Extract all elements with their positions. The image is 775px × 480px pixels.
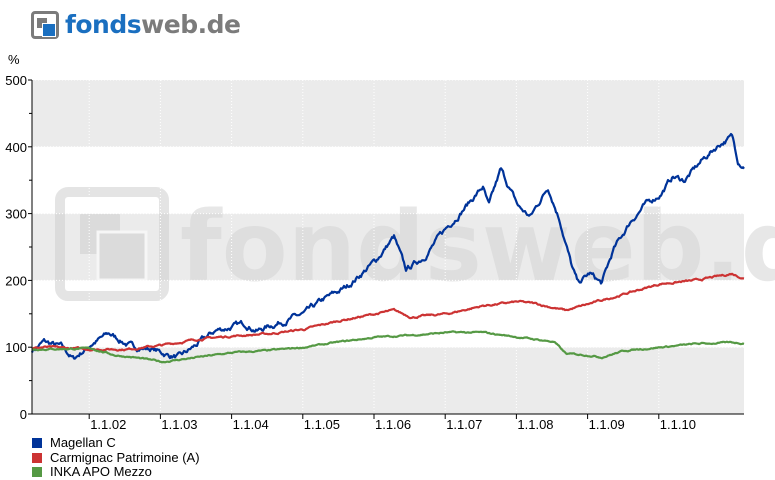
series-line-carmignac-patrimoine-a-: [31, 272, 745, 352]
logo-text-web: web.de: [141, 10, 241, 39]
legend-label: INKA APO Mezzo: [50, 464, 152, 479]
legend-item: INKA APO Mezzo: [32, 464, 200, 480]
x-tick-label: 1.1.09: [589, 417, 625, 432]
watermark-logo: fondsweb.de: [55, 187, 775, 303]
x-tick-label: 1.1.08: [517, 417, 553, 432]
legend-item: Magellan C: [32, 435, 200, 451]
x-tick-label: 1.1.07: [446, 417, 482, 432]
legend: Magellan C Carmignac Patrimoine (A) INKA A…: [32, 435, 200, 480]
y-tick-label: 100: [5, 340, 27, 355]
legend-swatch: [32, 467, 42, 478]
logo-icon: [31, 10, 59, 39]
legend-label: Magellan C: [50, 435, 116, 450]
y-tick-label: 0: [20, 407, 27, 422]
x-tick-label: 1.1.06: [375, 417, 411, 432]
legend-swatch: [32, 452, 42, 463]
y-tick-label: 300: [5, 207, 27, 222]
y-tick-label: 400: [5, 140, 27, 155]
series-line-magellan-c: [30, 132, 745, 360]
legend-label: Carmignac Patrimoine (A): [50, 449, 200, 465]
y-axis-unit: %: [8, 52, 20, 67]
x-tick-label: 1.1.05: [304, 417, 340, 432]
legend-item: Carmignac Patrimoine (A): [32, 449, 200, 466]
background-band: [32, 80, 744, 147]
fondsweb-logo: fondsweb.de: [31, 10, 241, 39]
y-tick-label: 500: [5, 73, 27, 88]
x-tick-label: 1.1.04: [233, 417, 269, 432]
svg-text:fondsweb.de: fondsweb.de: [180, 191, 775, 303]
x-tick-label: 1.1.03: [161, 417, 197, 432]
background-band: [32, 146, 744, 214]
logo-text-fonds: fonds: [65, 10, 142, 39]
x-tick-label: 1.1.02: [90, 417, 126, 432]
series-line-inka-apo-mezzo: [31, 330, 745, 364]
x-tick-label: 1.1.10: [660, 417, 696, 432]
y-tick-label: 200: [5, 273, 27, 288]
legend-swatch: [32, 438, 42, 449]
